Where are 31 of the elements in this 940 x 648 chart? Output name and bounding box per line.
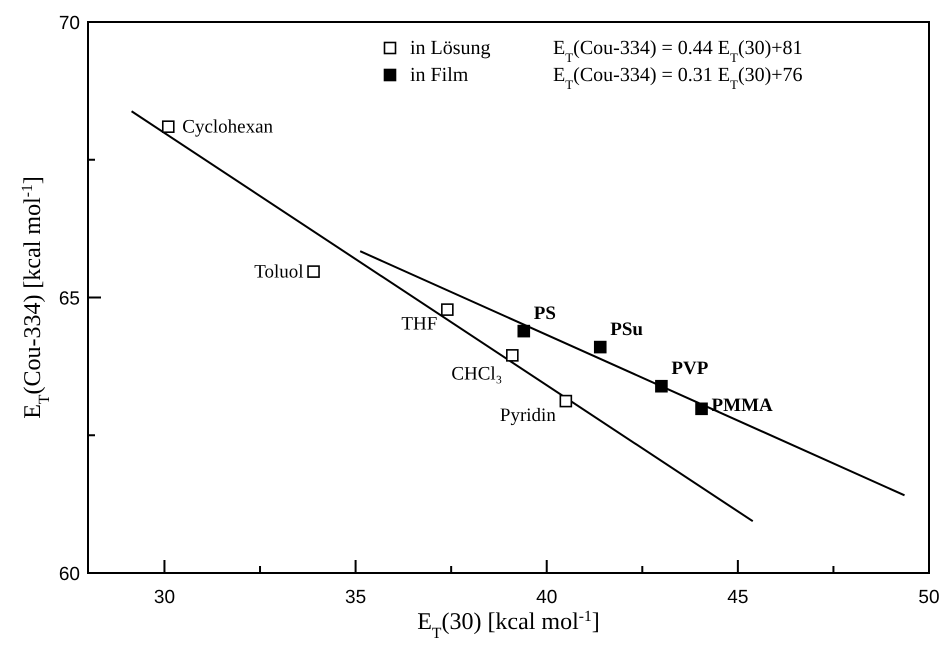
point bbox=[695, 402, 708, 416]
x-tick-label: 45 bbox=[727, 587, 748, 608]
y-tick-label: 70 bbox=[58, 13, 80, 34]
annotation: Toluol bbox=[254, 262, 304, 283]
annotation: PMMA bbox=[712, 394, 774, 416]
x-tick-label: 35 bbox=[345, 587, 366, 608]
point bbox=[560, 394, 572, 408]
point bbox=[594, 340, 607, 354]
y-tick-label: 60 bbox=[58, 564, 80, 585]
point bbox=[517, 324, 530, 338]
annotation: Pyridin bbox=[500, 405, 556, 426]
annotation: Cyclohexan bbox=[182, 116, 274, 138]
y-tick-label: 65 bbox=[58, 288, 80, 310]
legend-label: in Film bbox=[410, 64, 469, 86]
point bbox=[162, 120, 175, 133]
x-tick-label: 50 bbox=[918, 587, 940, 608]
annotation: THF bbox=[401, 314, 438, 335]
annotation: E$_{T}$(Cou-334) = 0.44 E$_{T}$(30)+81 bbox=[553, 37, 803, 64]
point bbox=[655, 380, 668, 393]
annotation: PSu bbox=[610, 319, 644, 340]
x-axis-title: E$_{T}$(30) [kcal mol$^{-1}$] bbox=[417, 608, 600, 642]
annotation: E$_{T}$(Cou-334) = 0.31 E$_{T}$(30)+76 bbox=[553, 64, 803, 92]
legend-label: in Lösung bbox=[410, 37, 491, 59]
annotation: CHCl₃ bbox=[451, 363, 502, 384]
annotation: PVP bbox=[671, 358, 709, 380]
point bbox=[307, 265, 320, 278]
x-tick-label: 30 bbox=[154, 587, 176, 608]
point bbox=[506, 349, 519, 362]
annotation: PS bbox=[534, 303, 556, 324]
x-tick-label: 40 bbox=[536, 587, 558, 608]
point bbox=[441, 303, 454, 316]
